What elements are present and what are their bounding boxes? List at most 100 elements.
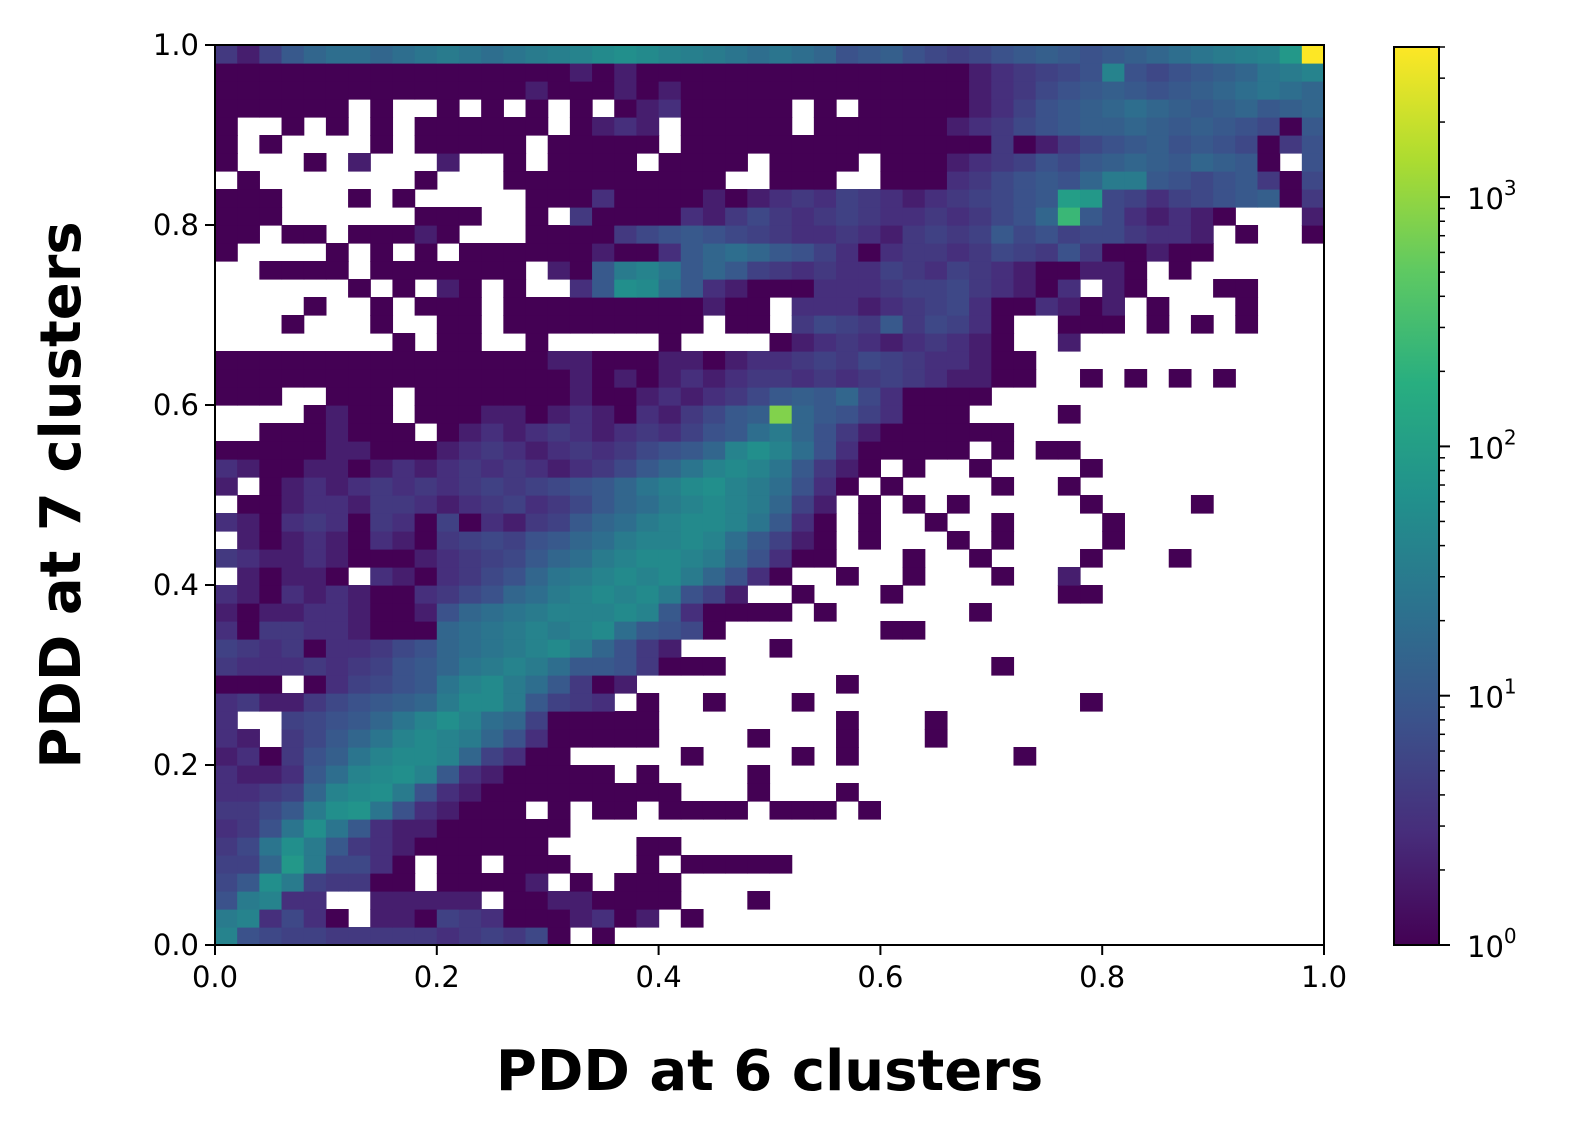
heatmap-cell [215, 855, 238, 874]
heatmap-cell [392, 495, 416, 514]
heatmap-cell [348, 459, 371, 478]
heatmap-cell [658, 333, 682, 352]
heatmap-cell [458, 297, 482, 316]
heatmap-cell [325, 513, 349, 532]
heatmap-cell [946, 423, 970, 442]
heatmap-cell [769, 369, 793, 388]
heatmap-cell [902, 405, 926, 424]
heatmap-cell [702, 207, 726, 226]
heatmap-cell [636, 63, 660, 82]
heatmap-cell [547, 45, 571, 64]
heatmap-cell [481, 63, 504, 82]
heatmap-cell [525, 99, 549, 118]
heatmap-cell [348, 855, 371, 874]
heatmap-cell [481, 261, 504, 280]
heatmap-cell [725, 207, 748, 226]
colorbar-tick-label: 101 [1467, 675, 1517, 715]
heatmap-cell [569, 459, 593, 478]
heatmap-cell [392, 531, 416, 550]
heatmap-cell [592, 279, 615, 298]
y-tick-label: 1.0 [153, 28, 199, 62]
heatmap-cell [791, 81, 815, 100]
heatmap-cell [1146, 135, 1170, 154]
heatmap-cell [458, 405, 482, 424]
heatmap-cell [969, 81, 992, 100]
heatmap-cell [1168, 135, 1192, 154]
heatmap-cell [813, 387, 837, 406]
heatmap-cell [880, 225, 904, 244]
heatmap-cell [725, 261, 748, 280]
heatmap-cell [1301, 81, 1325, 100]
heatmap-cell [303, 657, 327, 676]
heatmap-cell [880, 333, 904, 352]
heatmap-cell [392, 369, 416, 388]
heatmap-cell [680, 261, 704, 280]
heatmap-cell [1168, 99, 1192, 118]
heatmap-cell [281, 459, 305, 478]
heatmap-cell [702, 513, 726, 532]
heatmap-cell [259, 531, 283, 550]
heatmap-cell [636, 423, 660, 442]
heatmap-cell [237, 837, 260, 856]
heatmap-cell [592, 783, 615, 802]
heatmap-cell [392, 279, 416, 298]
heatmap-cell [370, 693, 394, 712]
heatmap-cell [436, 81, 460, 100]
heatmap-cell [969, 369, 992, 388]
heatmap-cell [303, 513, 327, 532]
heatmap-cell [1124, 225, 1148, 244]
heatmap-cell [525, 81, 549, 100]
heatmap-cell [946, 405, 970, 424]
heatmap-cell [503, 423, 527, 442]
heatmap-cell [614, 621, 638, 640]
heatmap-cell [370, 369, 394, 388]
heatmap-cell [636, 81, 660, 100]
x-tick-label: 1.0 [1301, 960, 1347, 994]
heatmap-cell [791, 531, 815, 550]
heatmap-cell [215, 675, 238, 694]
heatmap-cell [836, 279, 859, 298]
heatmap-cell [858, 423, 881, 442]
heatmap-cell [1057, 279, 1081, 298]
heatmap-cell [1080, 693, 1103, 712]
heatmap-cell [592, 513, 615, 532]
heatmap-cell [348, 693, 371, 712]
heatmap-cell [1102, 315, 1125, 334]
heatmap-cell [281, 783, 305, 802]
heatmap-cell [414, 531, 438, 550]
heatmap-cell [702, 855, 726, 874]
heatmap-cell [237, 873, 260, 892]
heatmap-cell [414, 513, 438, 532]
heatmap-cell [1102, 171, 1125, 190]
heatmap-cell [769, 567, 793, 586]
heatmap-cell [946, 225, 970, 244]
heatmap-cell [481, 729, 504, 748]
heatmap-cell [747, 243, 771, 262]
heatmap-cell [370, 801, 394, 820]
heatmap-cell [769, 459, 793, 478]
heatmap-cell [281, 531, 305, 550]
heatmap-cell [281, 225, 305, 244]
heatmap-cell [658, 549, 682, 568]
heatmap-cell [991, 297, 1015, 316]
heatmap-cell [237, 441, 260, 460]
heatmap-cell [1257, 99, 1281, 118]
heatmap-cell [303, 405, 327, 424]
heatmap-cell [237, 603, 260, 622]
heatmap-cell [747, 783, 771, 802]
heatmap-cell [325, 675, 349, 694]
heatmap-cell [680, 531, 704, 550]
heatmap-cell [924, 189, 948, 208]
heatmap-cell [325, 261, 349, 280]
heatmap-cell [370, 927, 394, 946]
heatmap-cell [348, 351, 371, 370]
heatmap-cell [991, 657, 1015, 676]
heatmap-cell [747, 297, 771, 316]
heatmap-cell [769, 189, 793, 208]
heatmap-cell [725, 495, 748, 514]
heatmap-cell [436, 531, 460, 550]
heatmap-cell [414, 171, 438, 190]
colorbar-tick-label: 103 [1467, 176, 1517, 216]
heatmap-cell [392, 441, 416, 460]
